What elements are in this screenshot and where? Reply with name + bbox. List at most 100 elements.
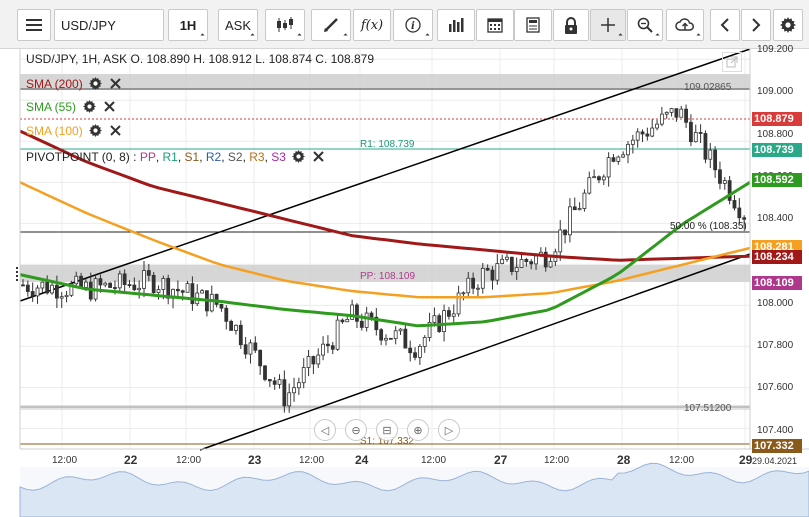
svg-text:i: i <box>411 21 415 32</box>
bar-chart-icon[interactable] <box>437 9 475 41</box>
prev-arrow-icon[interactable] <box>710 9 740 41</box>
info-icon[interactable]: i <box>393 9 433 41</box>
candle-body <box>185 283 190 293</box>
indicator-remove-icon[interactable] <box>109 124 123 138</box>
indicator-remove-icon[interactable] <box>102 100 116 114</box>
symbol-selector[interactable]: USD/JPY <box>54 9 164 41</box>
calendar-icon[interactable] <box>476 9 514 41</box>
candle-body <box>635 131 640 141</box>
indicator-settings-icon[interactable] <box>292 150 306 164</box>
zoom-icon[interactable] <box>627 9 663 41</box>
candle-body <box>640 131 645 135</box>
time-tick-label: 22 <box>124 453 138 467</box>
chart-grid <box>20 49 750 449</box>
candle-body <box>388 337 393 340</box>
candle-body <box>219 304 224 309</box>
candle-body <box>606 157 611 178</box>
candle-body <box>132 284 137 291</box>
pan-handle-icon[interactable] <box>16 267 20 281</box>
candle-body <box>519 259 524 268</box>
candle-body <box>146 270 151 276</box>
candle-body <box>214 293 219 305</box>
candle-body <box>35 287 40 297</box>
candle-body <box>161 278 166 290</box>
candle-body <box>84 281 88 288</box>
zoom-in-icon[interactable]: ⊕ <box>407 419 429 441</box>
crosshair-icon[interactable] <box>590 9 626 41</box>
zoom-out-icon[interactable]: ⊖ <box>345 419 367 441</box>
candle-body <box>621 154 626 158</box>
lock-icon[interactable] <box>553 9 589 41</box>
draw-pencil-icon[interactable] <box>311 9 351 41</box>
indicator-remove-icon[interactable] <box>109 77 123 91</box>
indicator-remove-icon[interactable] <box>312 150 326 164</box>
candle-body <box>630 139 635 145</box>
candle-body <box>422 337 427 347</box>
indicator-label: SMA (200) <box>26 76 83 91</box>
indicator-label: SMA (100) <box>26 123 83 138</box>
candle-body <box>306 356 311 368</box>
reset-zoom-icon[interactable]: ⊟ <box>376 419 398 441</box>
cloud-upload-icon[interactable] <box>666 9 704 41</box>
candle-body <box>727 180 732 201</box>
candle-body <box>69 283 74 296</box>
candle-body <box>79 275 83 288</box>
indicator-settings-icon[interactable] <box>89 124 103 138</box>
indicator-settings-icon[interactable] <box>89 77 103 91</box>
candle-body <box>664 111 669 115</box>
candle-body <box>495 263 500 281</box>
scroll-right-icon[interactable]: ▷ <box>438 419 460 441</box>
price-chart[interactable]: USD/JPY, 1H, ASK O. 108.890 H. 108.912 L… <box>0 44 809 517</box>
candle-body <box>398 328 403 332</box>
candle-body <box>40 281 45 289</box>
candle-body <box>108 282 113 288</box>
function-icon[interactable]: f(x) <box>353 9 391 41</box>
candles-group <box>21 104 747 413</box>
navigator-area <box>19 462 809 517</box>
candle-body <box>234 324 238 331</box>
candle-body <box>369 312 374 318</box>
candlestick-icon[interactable] <box>265 9 305 41</box>
timeframe-button[interactable]: 1H <box>168 9 208 41</box>
settings-gear-icon[interactable] <box>773 9 803 41</box>
pivot-legend-part: S2 <box>227 149 243 164</box>
candle-body <box>693 132 698 143</box>
candle-body <box>301 367 306 384</box>
price-type-button[interactable]: ASK <box>218 9 258 41</box>
candle-body <box>432 315 437 323</box>
candle-body <box>330 345 335 350</box>
report-icon[interactable] <box>514 9 552 41</box>
candle-body <box>655 123 659 129</box>
indicator-row: SMA (200) <box>26 74 123 93</box>
pivot-legend-part: : <box>129 149 140 164</box>
candle-body <box>180 290 185 293</box>
candle-body <box>113 287 117 289</box>
hamburger-menu-icon[interactable] <box>17 9 51 41</box>
candle-body <box>359 320 364 328</box>
pivot-legend-part: , <box>155 149 163 164</box>
price-tick-label: 107.600 <box>757 382 794 393</box>
candle-body <box>364 312 369 328</box>
candle-body <box>529 261 534 265</box>
time-tick-label: 12:00 <box>544 455 570 466</box>
candle-body <box>137 287 142 291</box>
candle-body <box>722 180 727 184</box>
time-tick-label: 12:00 <box>176 455 202 466</box>
candle-body <box>645 133 650 137</box>
candle-body <box>698 132 703 134</box>
pivot-legend-part: S3 <box>271 149 286 164</box>
candle-body <box>156 289 161 293</box>
r1-label: R1: 108.739 <box>360 139 415 150</box>
candle-body <box>321 343 325 356</box>
chart-canvas[interactable] <box>0 49 809 517</box>
candle-body <box>689 121 693 143</box>
scroll-left-icon[interactable]: ◁ <box>314 419 336 441</box>
indicator-settings-icon[interactable] <box>82 100 96 114</box>
next-arrow-icon[interactable] <box>741 9 771 41</box>
indicator-label: SMA (55) <box>26 99 77 114</box>
candle-body <box>253 342 258 351</box>
candle-body <box>447 310 451 317</box>
candle-body <box>190 283 195 305</box>
candle-body <box>224 307 229 322</box>
expand-icon[interactable] <box>722 52 742 72</box>
